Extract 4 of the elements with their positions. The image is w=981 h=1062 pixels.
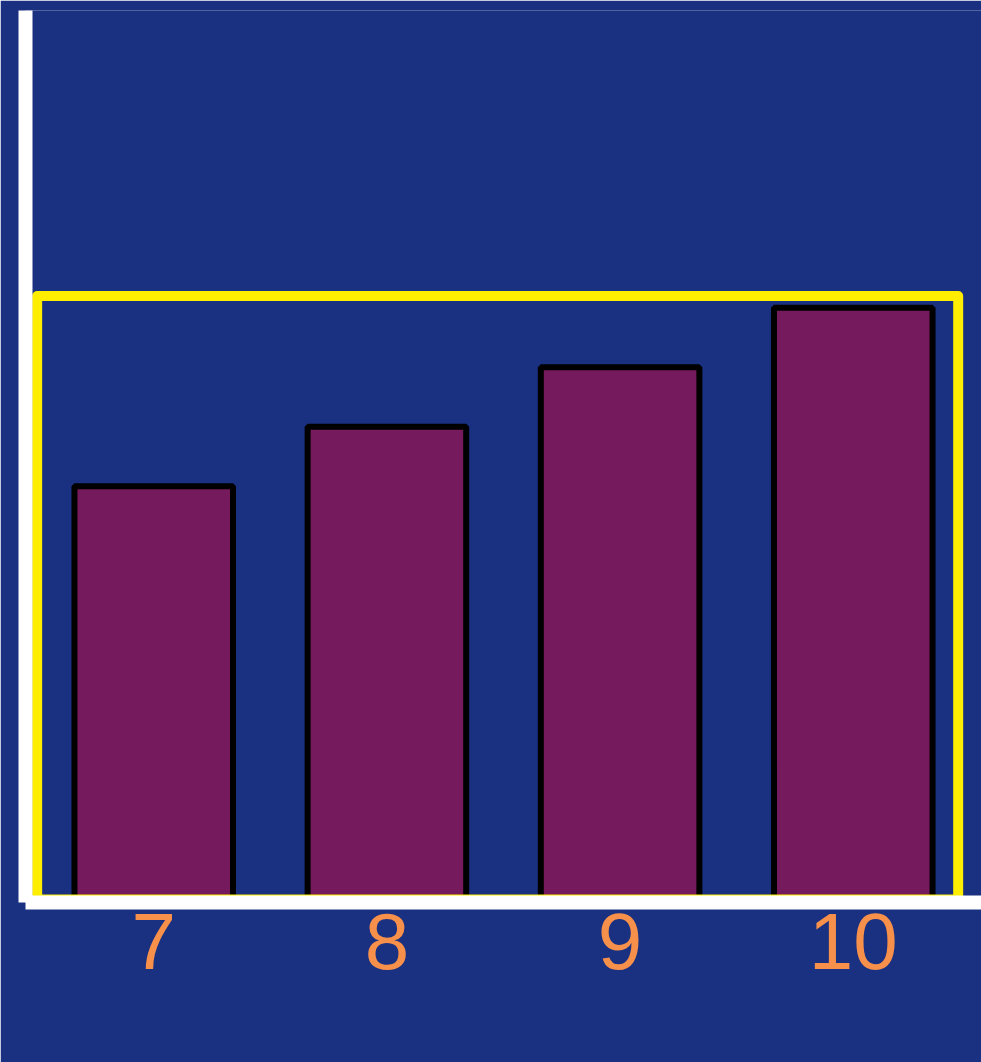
x-tick-label: 8 <box>364 896 410 986</box>
x-tick-label: 9 <box>597 896 643 986</box>
x-tick-label: 7 <box>131 896 176 986</box>
x-tick-label: 10 <box>808 896 898 986</box>
